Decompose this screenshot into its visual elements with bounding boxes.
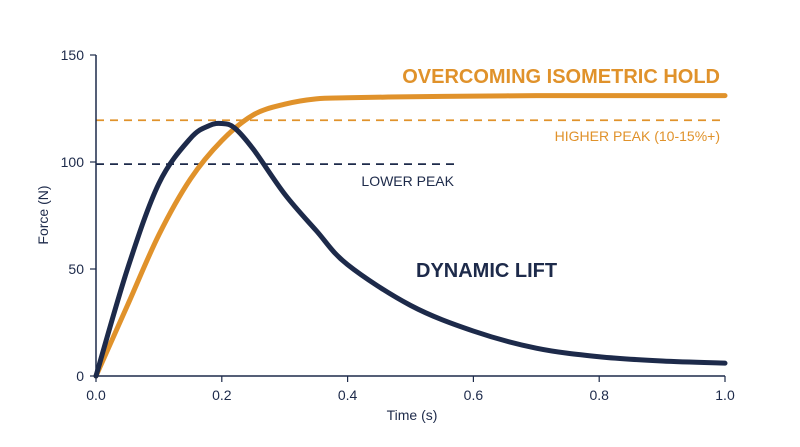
x-tick-label: 0.0 <box>86 387 106 403</box>
series-line-0 <box>93 93 728 379</box>
ref-label-lower-peak: LOWER PEAK <box>361 173 454 189</box>
ref-label-higher-peak: HIGHER PEAK (10-15%+) <box>555 128 720 144</box>
series-label-dynamic-lift: DYNAMIC LIFT <box>416 260 557 282</box>
x-tick-label: 0.6 <box>464 387 484 403</box>
x-tick-label: 0.2 <box>212 387 232 403</box>
x-axis-title: Time (s) <box>387 407 438 423</box>
x-tick-label: 0.8 <box>589 387 609 403</box>
reference-lines <box>96 119 725 166</box>
y-tick-label: 150 <box>61 47 85 63</box>
series-line-1 <box>93 120 728 379</box>
y-tick-label: 50 <box>68 261 84 277</box>
x-tick-label: 1.0 <box>715 387 735 403</box>
ticks: 0.0 0.2 0.4 0.6 0.8 1.0 0 50 100 150 <box>61 47 735 403</box>
y-tick-label: 0 <box>76 368 84 384</box>
y-tick-label: 100 <box>61 154 85 170</box>
series-lines <box>93 93 728 379</box>
axes <box>95 55 725 377</box>
x-tick-label: 0.4 <box>338 387 358 403</box>
series-label-isometric-hold: OVERCOMING ISOMETRIC HOLD <box>402 66 720 88</box>
y-axis-title: Force (N) <box>35 185 51 244</box>
labels: Time (s) Force (N) OVERCOMING ISOMETRIC … <box>35 66 720 423</box>
